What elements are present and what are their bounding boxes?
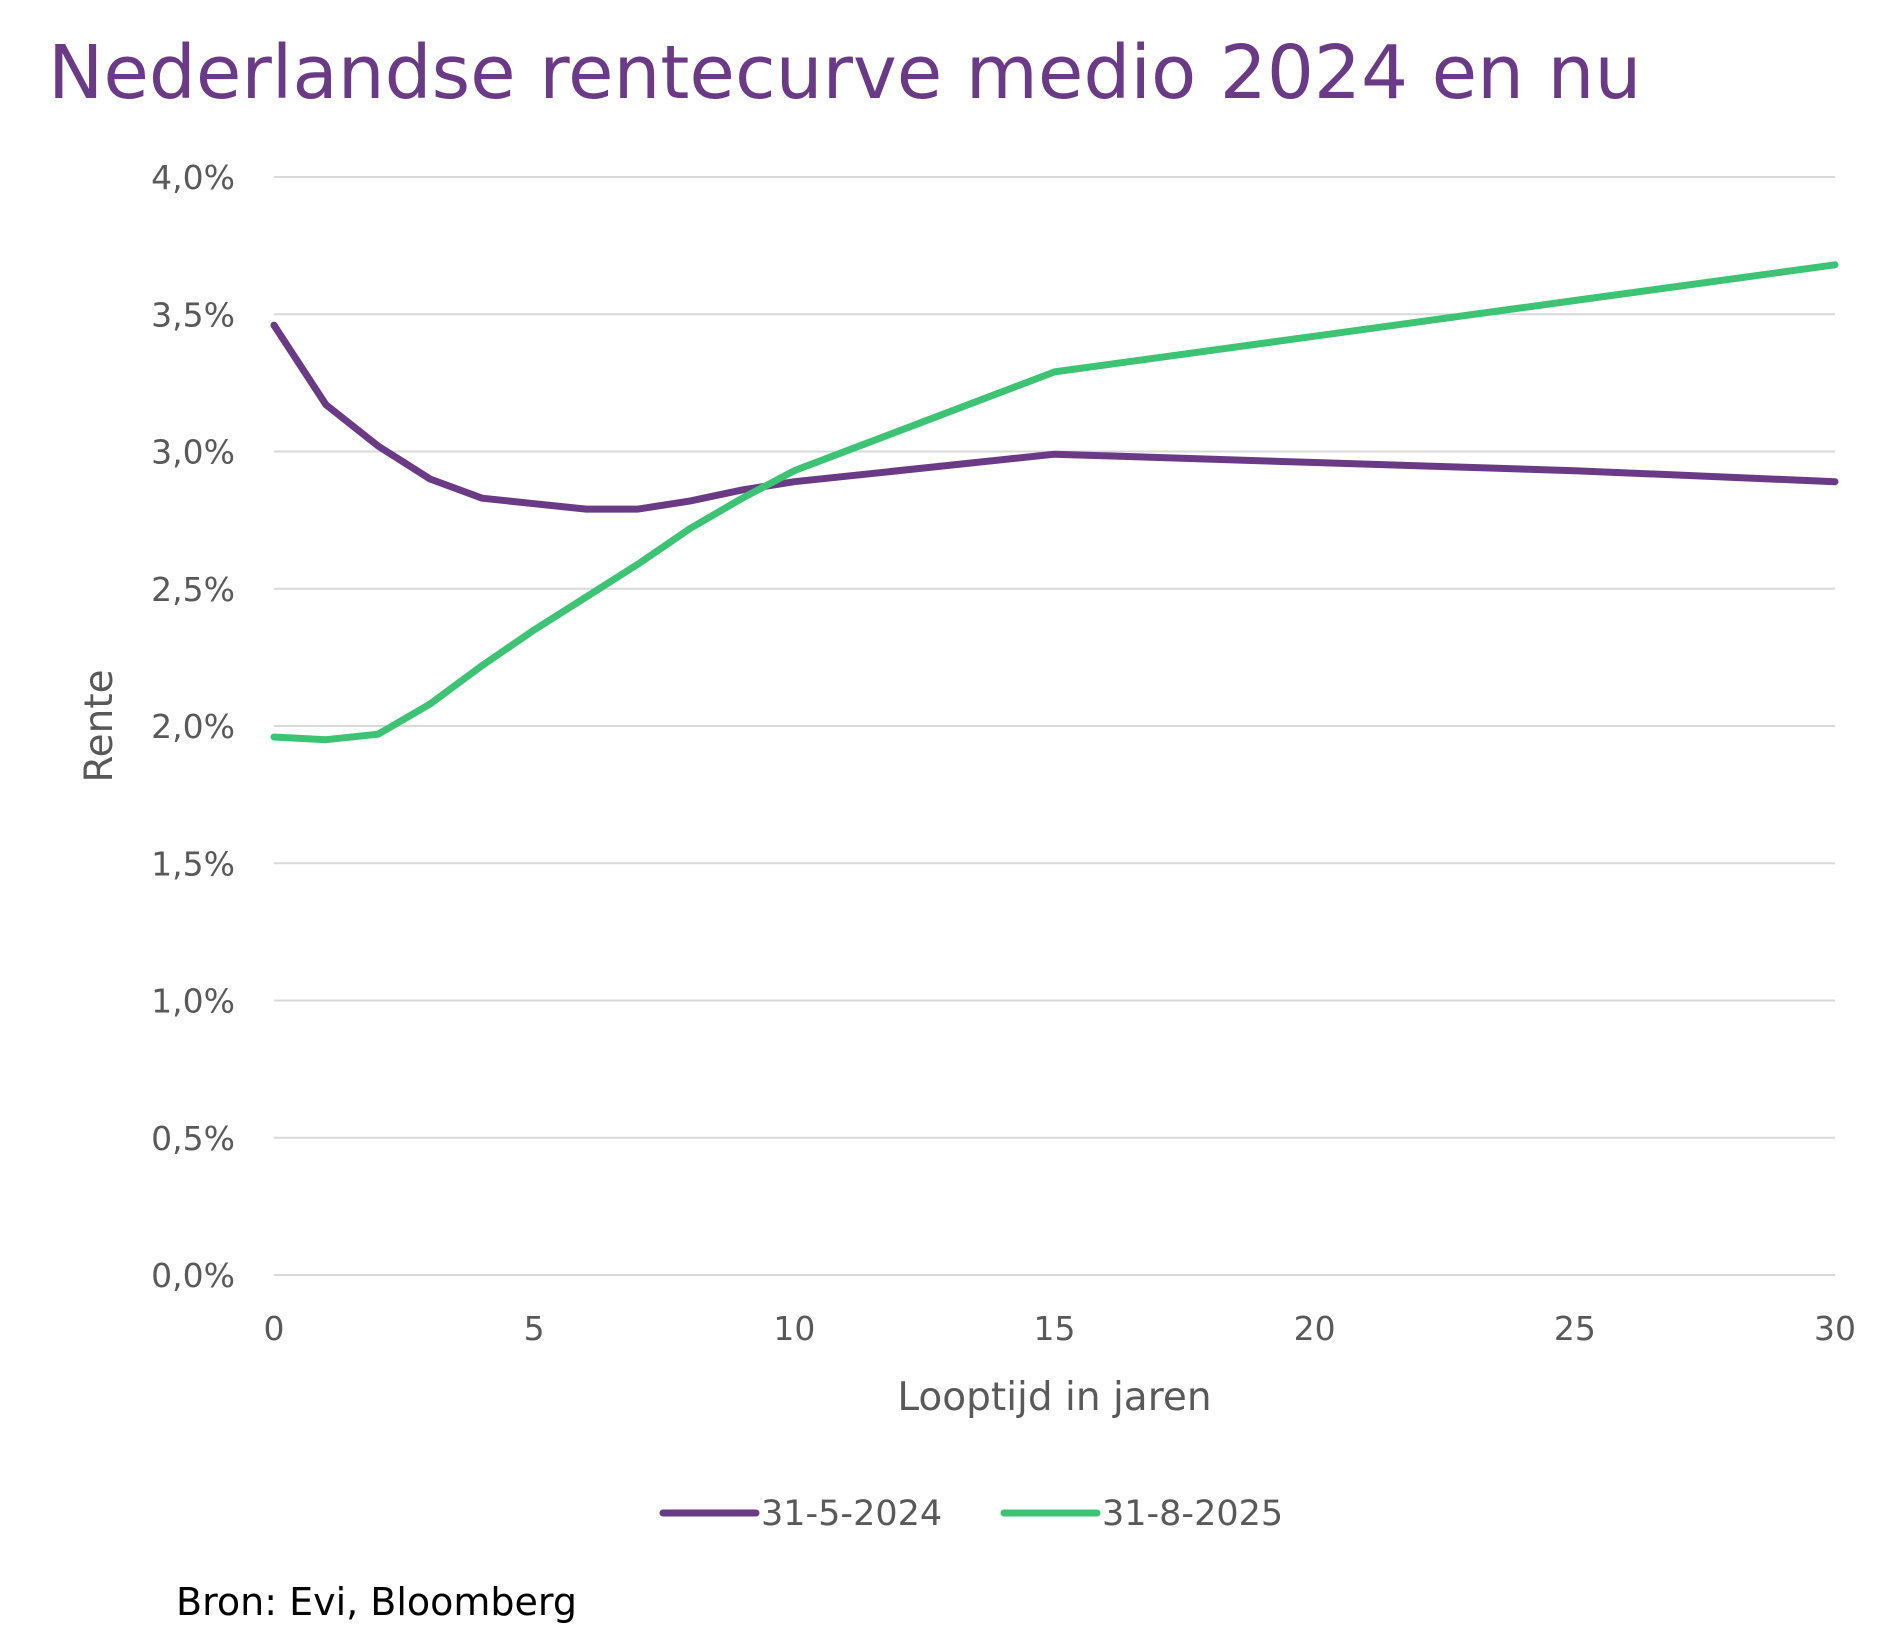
y-tick-label: 4,0% (151, 158, 235, 197)
x-axis-ticks: 0 5 10 15 20 25 30 (264, 1309, 1857, 1348)
x-tick-label: 25 (1554, 1309, 1596, 1348)
x-tick-label: 20 (1294, 1309, 1336, 1348)
series-line-2 (270, 261, 1839, 744)
legend: 31-5-2024 31-8-2025 (659, 1494, 1283, 1534)
y-tick-label: 0,5% (151, 1119, 235, 1158)
x-tick-label: 15 (1034, 1309, 1076, 1348)
x-tick-label: 10 (773, 1309, 815, 1348)
y-tick-label: 0,0% (151, 1256, 235, 1295)
y-tick-label: 3,0% (151, 433, 235, 472)
y-tick-label: 2,5% (151, 570, 235, 609)
legend-label: 31-5-2024 (761, 1494, 942, 1534)
legend-label: 31-8-2025 (1102, 1494, 1283, 1534)
y-tick-label: 3,5% (151, 295, 235, 334)
chart-title: Nederlandse rentecurve medio 2024 en nu (48, 30, 1642, 116)
y-axis-title: Rente (77, 669, 122, 782)
x-axis-title: Looptijd in jaren (897, 1375, 1211, 1420)
y-axis-ticks: 0,0% 0,5% 1,0% 1,5% 2,0% 2,5% 3,0% 3,5% 4,0% (151, 158, 235, 1295)
x-tick-label: 30 (1814, 1309, 1856, 1348)
series-line-1 (270, 321, 1839, 513)
x-tick-label: 0 (264, 1309, 285, 1348)
series-lines (270, 261, 1839, 744)
x-tick-label: 5 (524, 1309, 545, 1348)
y-tick-label: 1,0% (151, 982, 235, 1021)
source-note: Bron: Evi, Bloomberg (176, 1580, 578, 1624)
gridlines (274, 176, 1835, 1276)
y-tick-label: 1,5% (151, 844, 235, 883)
y-tick-label: 2,0% (151, 707, 235, 746)
